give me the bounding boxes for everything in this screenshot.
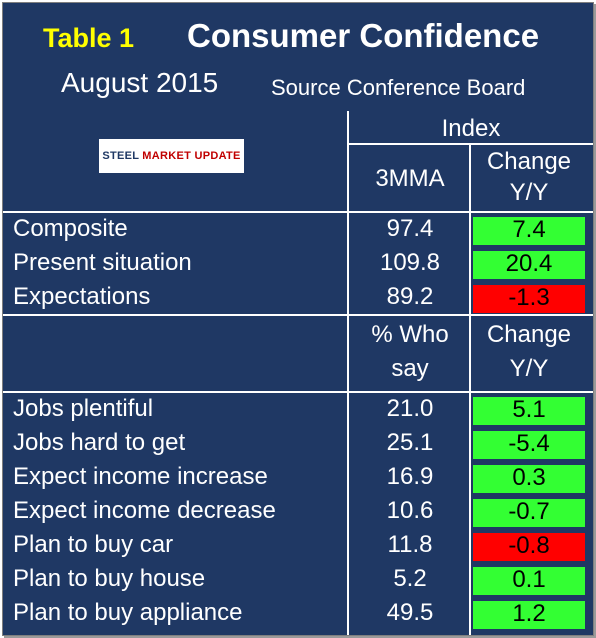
header-divider bbox=[3, 211, 593, 213]
row-label: Plan to buy house bbox=[13, 565, 206, 592]
col-3mma-header: 3MMA bbox=[375, 165, 445, 192]
row-change: -0.8 bbox=[508, 532, 550, 559]
col-who-say-header-line2: say bbox=[391, 355, 429, 382]
index-header: Index bbox=[441, 115, 501, 142]
table-number: Table 1 bbox=[43, 23, 135, 53]
report-date: August 2015 bbox=[61, 67, 219, 98]
row-label: Expect income decrease bbox=[13, 497, 276, 524]
page-title: Consumer Confidence bbox=[187, 17, 540, 54]
col-change-header2-line1: Change bbox=[486, 321, 572, 348]
row-change: 20.4 bbox=[505, 250, 553, 277]
row-value: 21.0 bbox=[386, 395, 434, 422]
row-value: 97.4 bbox=[386, 215, 434, 242]
row-label: Expect income increase bbox=[13, 463, 268, 490]
steel-market-update-logo: STEEL MARKET UPDATE bbox=[99, 139, 244, 173]
change-indicator-positive bbox=[473, 601, 585, 629]
change-indicator-positive bbox=[473, 397, 585, 425]
row-change: -0.7 bbox=[508, 498, 550, 525]
row-change: -5.4 bbox=[508, 430, 550, 457]
row-value: 89.2 bbox=[386, 283, 434, 310]
col-change-header2-line2: Y/Y bbox=[509, 355, 549, 382]
row-value: 10.6 bbox=[386, 497, 434, 524]
column-divider-right bbox=[469, 144, 471, 635]
source-note: Source Conference Board bbox=[271, 75, 526, 100]
row-value: 109.8 bbox=[379, 249, 441, 276]
row-change: 0.1 bbox=[512, 566, 546, 593]
row-label: Present situation bbox=[13, 249, 192, 276]
row-label: Composite bbox=[13, 215, 128, 242]
change-indicator-positive bbox=[473, 499, 585, 527]
change-indicator-positive bbox=[473, 217, 585, 245]
row-value: 11.8 bbox=[387, 531, 433, 558]
logo-word-steel: STEEL bbox=[102, 150, 140, 162]
row-change: 7.4 bbox=[512, 216, 546, 243]
change-indicator-positive bbox=[473, 465, 585, 493]
row-value: 16.9 bbox=[386, 463, 434, 490]
row-change: 0.3 bbox=[512, 464, 546, 491]
row-change: 1.2 bbox=[512, 600, 546, 627]
change-indicator-negative bbox=[473, 285, 585, 313]
change-indicator-negative bbox=[473, 533, 585, 561]
column-divider-left bbox=[347, 111, 349, 635]
section-divider-bottom bbox=[3, 391, 593, 393]
change-indicator-positive bbox=[473, 251, 585, 279]
row-value: 49.5 bbox=[386, 599, 434, 626]
row-value: 5.2 bbox=[393, 565, 427, 592]
change-indicator-positive bbox=[473, 567, 585, 595]
col-change-header-line2: Y/Y bbox=[509, 179, 549, 206]
row-change: -1.3 bbox=[508, 284, 550, 311]
row-label: Jobs hard to get bbox=[13, 429, 186, 456]
row-label: Plan to buy appliance bbox=[13, 599, 243, 626]
row-label: Plan to buy car bbox=[13, 531, 174, 558]
col-change-header-line1: Change bbox=[486, 148, 572, 175]
index-header-divider bbox=[347, 143, 593, 145]
logo-word-market-update: MARKET UPDATE bbox=[142, 150, 241, 162]
row-label: Expectations bbox=[13, 283, 151, 310]
section-divider-top bbox=[3, 314, 593, 316]
row-value: 25.1 bbox=[386, 429, 434, 456]
col-who-say-header-line1: % Who bbox=[371, 321, 449, 348]
row-change: 5.1 bbox=[512, 396, 546, 423]
row-label: Jobs plentiful bbox=[13, 395, 154, 422]
change-indicator-positive bbox=[473, 431, 585, 459]
